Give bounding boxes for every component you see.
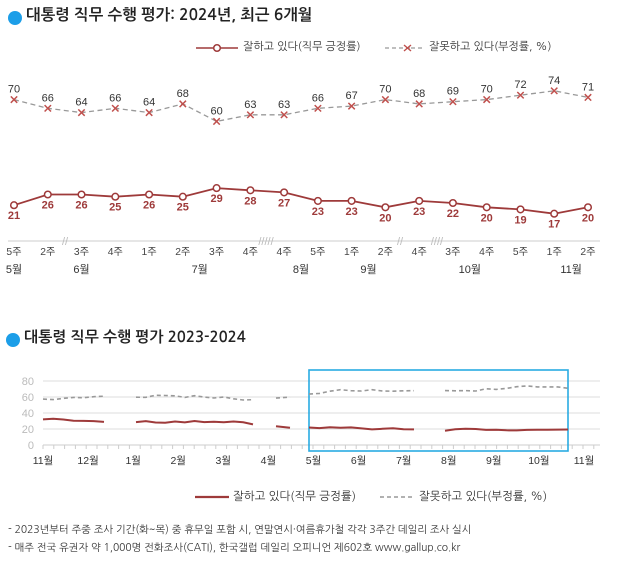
svg-text:26: 26 bbox=[75, 200, 87, 212]
svg-text:6월: 6월 bbox=[73, 263, 89, 276]
svg-text:66: 66 bbox=[312, 92, 324, 104]
svg-text:29: 29 bbox=[210, 193, 222, 205]
svg-text:9월: 9월 bbox=[360, 263, 376, 276]
svg-text:2주: 2주 bbox=[175, 247, 190, 258]
svg-text:28: 28 bbox=[244, 195, 256, 207]
svg-text:1월: 1월 bbox=[125, 455, 141, 467]
svg-text:21: 21 bbox=[8, 210, 20, 222]
svg-text:68: 68 bbox=[413, 88, 425, 100]
svg-text:20: 20 bbox=[22, 424, 34, 436]
svg-text:17: 17 bbox=[548, 219, 560, 231]
svg-text:68: 68 bbox=[177, 88, 189, 100]
svg-text:1주: 1주 bbox=[141, 247, 156, 258]
svg-text:23: 23 bbox=[413, 206, 425, 218]
svg-text:20: 20 bbox=[481, 212, 493, 224]
svg-text:60: 60 bbox=[22, 392, 34, 404]
svg-text:0: 0 bbox=[28, 440, 34, 452]
svg-text:19: 19 bbox=[514, 214, 526, 226]
svg-text:27: 27 bbox=[278, 197, 290, 209]
svg-text:11월: 11월 bbox=[574, 455, 595, 467]
svg-text:20: 20 bbox=[582, 212, 594, 224]
svg-text:4주: 4주 bbox=[243, 247, 258, 258]
svg-text:1주: 1주 bbox=[547, 247, 562, 258]
svg-text:70: 70 bbox=[481, 84, 493, 96]
svg-text:25: 25 bbox=[109, 202, 121, 214]
svg-text:74: 74 bbox=[548, 75, 560, 87]
svg-text:5월: 5월 bbox=[306, 455, 322, 467]
svg-text:5월: 5월 bbox=[6, 263, 22, 276]
svg-text:40: 40 bbox=[22, 408, 34, 420]
svg-text:26: 26 bbox=[42, 200, 54, 212]
svg-text:66: 66 bbox=[109, 92, 121, 104]
svg-text:64: 64 bbox=[143, 97, 155, 109]
svg-text:10월: 10월 bbox=[528, 455, 549, 467]
svg-text://///: ///// bbox=[258, 236, 274, 248]
svg-text:25: 25 bbox=[177, 202, 189, 214]
svg-text:80: 80 bbox=[22, 376, 34, 388]
svg-text:1주: 1주 bbox=[344, 247, 359, 258]
svg-text:4주: 4주 bbox=[276, 247, 291, 258]
svg-text:23: 23 bbox=[345, 206, 357, 218]
svg-text:5주: 5주 bbox=[310, 247, 325, 258]
svg-text:3주: 3주 bbox=[74, 247, 89, 258]
svg-text:69: 69 bbox=[447, 86, 459, 98]
svg-text:2주: 2주 bbox=[378, 247, 393, 258]
svg-text:63: 63 bbox=[244, 99, 256, 111]
svg-text:9월: 9월 bbox=[486, 455, 502, 467]
svg-text:8월: 8월 bbox=[441, 455, 457, 467]
svg-text:60: 60 bbox=[210, 105, 222, 117]
svg-text:5주: 5주 bbox=[6, 247, 21, 258]
svg-text:72: 72 bbox=[514, 79, 526, 91]
svg-text:71: 71 bbox=[582, 81, 594, 93]
svg-text:3주: 3주 bbox=[209, 247, 224, 258]
svg-text:22: 22 bbox=[447, 208, 459, 220]
svg-text:2주: 2주 bbox=[40, 247, 55, 258]
svg-text:23: 23 bbox=[312, 206, 324, 218]
svg-text:26: 26 bbox=[143, 200, 155, 212]
svg-text:11월: 11월 bbox=[560, 263, 582, 276]
svg-text:5주: 5주 bbox=[513, 247, 528, 258]
svg-text:7월: 7월 bbox=[396, 455, 412, 467]
svg-text:10월: 10월 bbox=[459, 263, 481, 276]
svg-text:63: 63 bbox=[278, 99, 290, 111]
svg-text:67: 67 bbox=[345, 90, 357, 102]
svg-text://: // bbox=[397, 236, 404, 248]
svg-text:2월: 2월 bbox=[170, 455, 186, 467]
svg-text:8월: 8월 bbox=[293, 263, 309, 276]
svg-text:11월: 11월 bbox=[33, 455, 54, 467]
svg-text:////: //// bbox=[431, 236, 444, 248]
svg-text:4주: 4주 bbox=[108, 247, 123, 258]
svg-text:6월: 6월 bbox=[351, 455, 367, 467]
svg-text:20: 20 bbox=[379, 212, 391, 224]
svg-text:2주: 2주 bbox=[580, 247, 595, 258]
svg-text:4주: 4주 bbox=[479, 247, 494, 258]
svg-text://: // bbox=[62, 236, 69, 248]
svg-text:4주: 4주 bbox=[412, 247, 427, 258]
svg-text:70: 70 bbox=[8, 84, 20, 96]
svg-text:70: 70 bbox=[379, 84, 391, 96]
svg-text:12월: 12월 bbox=[77, 455, 98, 467]
svg-text:66: 66 bbox=[42, 92, 54, 104]
svg-text:4월: 4월 bbox=[261, 455, 277, 467]
svg-text:3월: 3월 bbox=[216, 455, 232, 467]
svg-text:3주: 3주 bbox=[445, 247, 460, 258]
svg-text:7월: 7월 bbox=[192, 263, 208, 276]
svg-text:64: 64 bbox=[75, 97, 87, 109]
